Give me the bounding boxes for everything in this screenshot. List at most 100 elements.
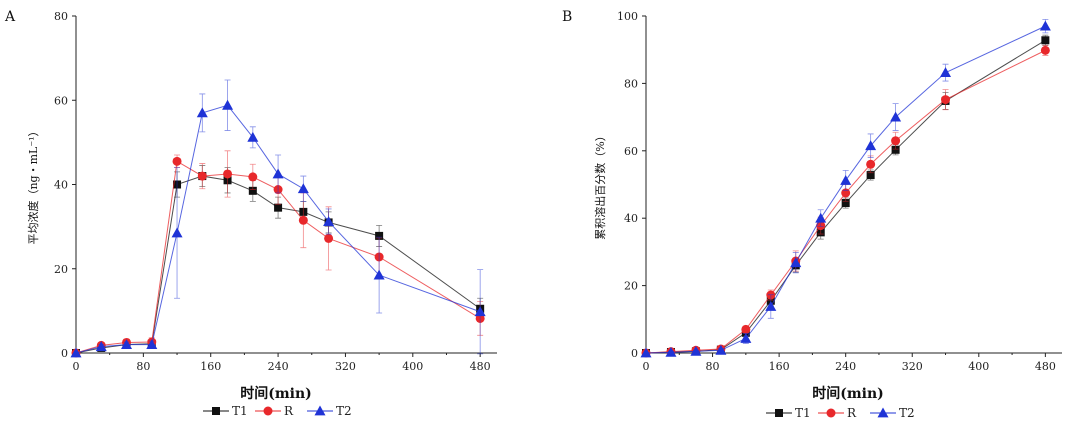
legend-label: T1 — [232, 404, 248, 418]
x-tick-label: 0 — [643, 360, 650, 373]
data-point — [940, 67, 952, 78]
data-point — [323, 216, 335, 226]
x-tick-label: 240 — [268, 360, 289, 373]
data-point — [765, 300, 777, 311]
panel-label-a: A — [4, 9, 16, 25]
data-point — [690, 345, 702, 356]
data-point — [840, 174, 852, 185]
x-tick-label: 480 — [1035, 360, 1056, 373]
legend-label: T2 — [899, 406, 915, 420]
x-tick-label: 80 — [706, 360, 720, 373]
data-point — [223, 169, 233, 179]
x-tick-label: 480 — [470, 360, 491, 373]
data-point — [891, 136, 901, 146]
data-point — [172, 156, 182, 166]
data-point — [95, 341, 107, 352]
data-point — [274, 203, 283, 212]
x-tick-label: 160 — [769, 360, 790, 373]
x-tick-label: 160 — [200, 360, 221, 373]
data-point — [866, 159, 876, 169]
data-point — [891, 145, 900, 154]
data-point — [741, 324, 751, 334]
legend-entry-t2: T2 — [870, 406, 915, 420]
series-line — [75, 104, 481, 354]
legend-label: R — [284, 404, 294, 418]
data-point — [1041, 36, 1050, 45]
x-tick-label: 320 — [902, 360, 923, 373]
data-point — [146, 339, 158, 349]
y-tick-label: 60 — [624, 145, 638, 158]
legend-entry-r: R — [818, 406, 857, 420]
data-point — [297, 183, 309, 194]
legend-marker — [826, 408, 836, 418]
y-tick-label: 40 — [54, 179, 68, 192]
x-tick-label: 400 — [402, 360, 423, 373]
legend-marker — [212, 407, 220, 415]
data-point — [375, 231, 384, 240]
data-point — [70, 347, 82, 358]
data-point — [941, 95, 951, 105]
data-point — [247, 131, 259, 142]
legend-entry-t1: T1 — [203, 404, 248, 418]
legend-label: R — [847, 406, 857, 420]
legend-entry-t2: T2 — [307, 404, 352, 418]
data-point — [248, 186, 257, 195]
y-tick-label: 80 — [54, 10, 68, 23]
data-point — [815, 212, 827, 223]
y-tick-label: 20 — [54, 263, 68, 276]
x-tick-label: 400 — [968, 360, 989, 373]
legend-label: T2 — [336, 404, 352, 418]
y-tick-label: 40 — [624, 212, 638, 225]
data-point — [197, 171, 207, 181]
series-r — [641, 44, 1050, 358]
x-tick-label: 0 — [73, 360, 80, 373]
legend-marker — [775, 409, 783, 417]
axes-a: 0 80 160 240 320 400 480 0 20 40 60 80 — [54, 10, 497, 373]
data-point — [866, 171, 875, 180]
data-point — [248, 172, 258, 182]
legend-marker — [314, 405, 326, 416]
axes-b: 0 80 160 240 320 400 480 0 20 40 60 80 100 — [617, 10, 1062, 373]
data-point — [841, 199, 850, 208]
data-point — [171, 227, 183, 238]
y-axis-title-a: 平均浓度（ng・mL⁻¹） — [26, 125, 40, 244]
data-point — [865, 140, 877, 151]
data-point — [474, 306, 486, 317]
legend-entry-r: R — [255, 404, 294, 418]
series-layer-a — [70, 79, 486, 358]
data-point — [1039, 20, 1051, 31]
legend-b: T1 R T2 — [766, 406, 915, 420]
data-point — [222, 99, 234, 110]
data-point — [715, 344, 727, 355]
data-point — [298, 215, 308, 225]
data-point — [196, 107, 208, 118]
y-tick-label: 100 — [617, 10, 638, 23]
chart-panel-a: A 平均浓度（ng・mL⁻¹） 时间(min) 0 80 160 240 320 400 4… — [4, 9, 497, 418]
series-t2 — [640, 18, 1051, 358]
data-point — [121, 339, 133, 349]
y-tick-label: 0 — [61, 347, 68, 360]
y-tick-label: 20 — [624, 280, 638, 293]
data-point — [665, 346, 677, 357]
x-tick-label: 320 — [335, 360, 356, 373]
data-point — [272, 168, 284, 179]
data-point — [740, 333, 752, 343]
x-tick-label: 240 — [835, 360, 856, 373]
legend-entry-t1: T1 — [766, 406, 811, 420]
y-tick-label: 0 — [631, 347, 638, 360]
x-axis-title-b: 时间(min) — [812, 385, 884, 402]
x-axis-title-a: 时间(min) — [240, 385, 312, 402]
data-point — [1040, 45, 1050, 55]
data-point — [640, 347, 652, 358]
y-tick-label: 80 — [624, 77, 638, 90]
data-point — [890, 111, 902, 122]
legend-marker — [263, 406, 273, 416]
panel-label-b: B — [562, 9, 572, 25]
x-tick-label: 80 — [136, 360, 150, 373]
data-point — [373, 269, 385, 280]
data-point — [324, 233, 334, 243]
legend-label: T1 — [795, 406, 811, 420]
y-axis-title-b: 累积溶出百分数（%） — [593, 130, 607, 239]
chart-panel-b: B 累积溶出百分数（%） 时间(min) 0 80 160 240 320 400 4800… — [562, 9, 1062, 420]
